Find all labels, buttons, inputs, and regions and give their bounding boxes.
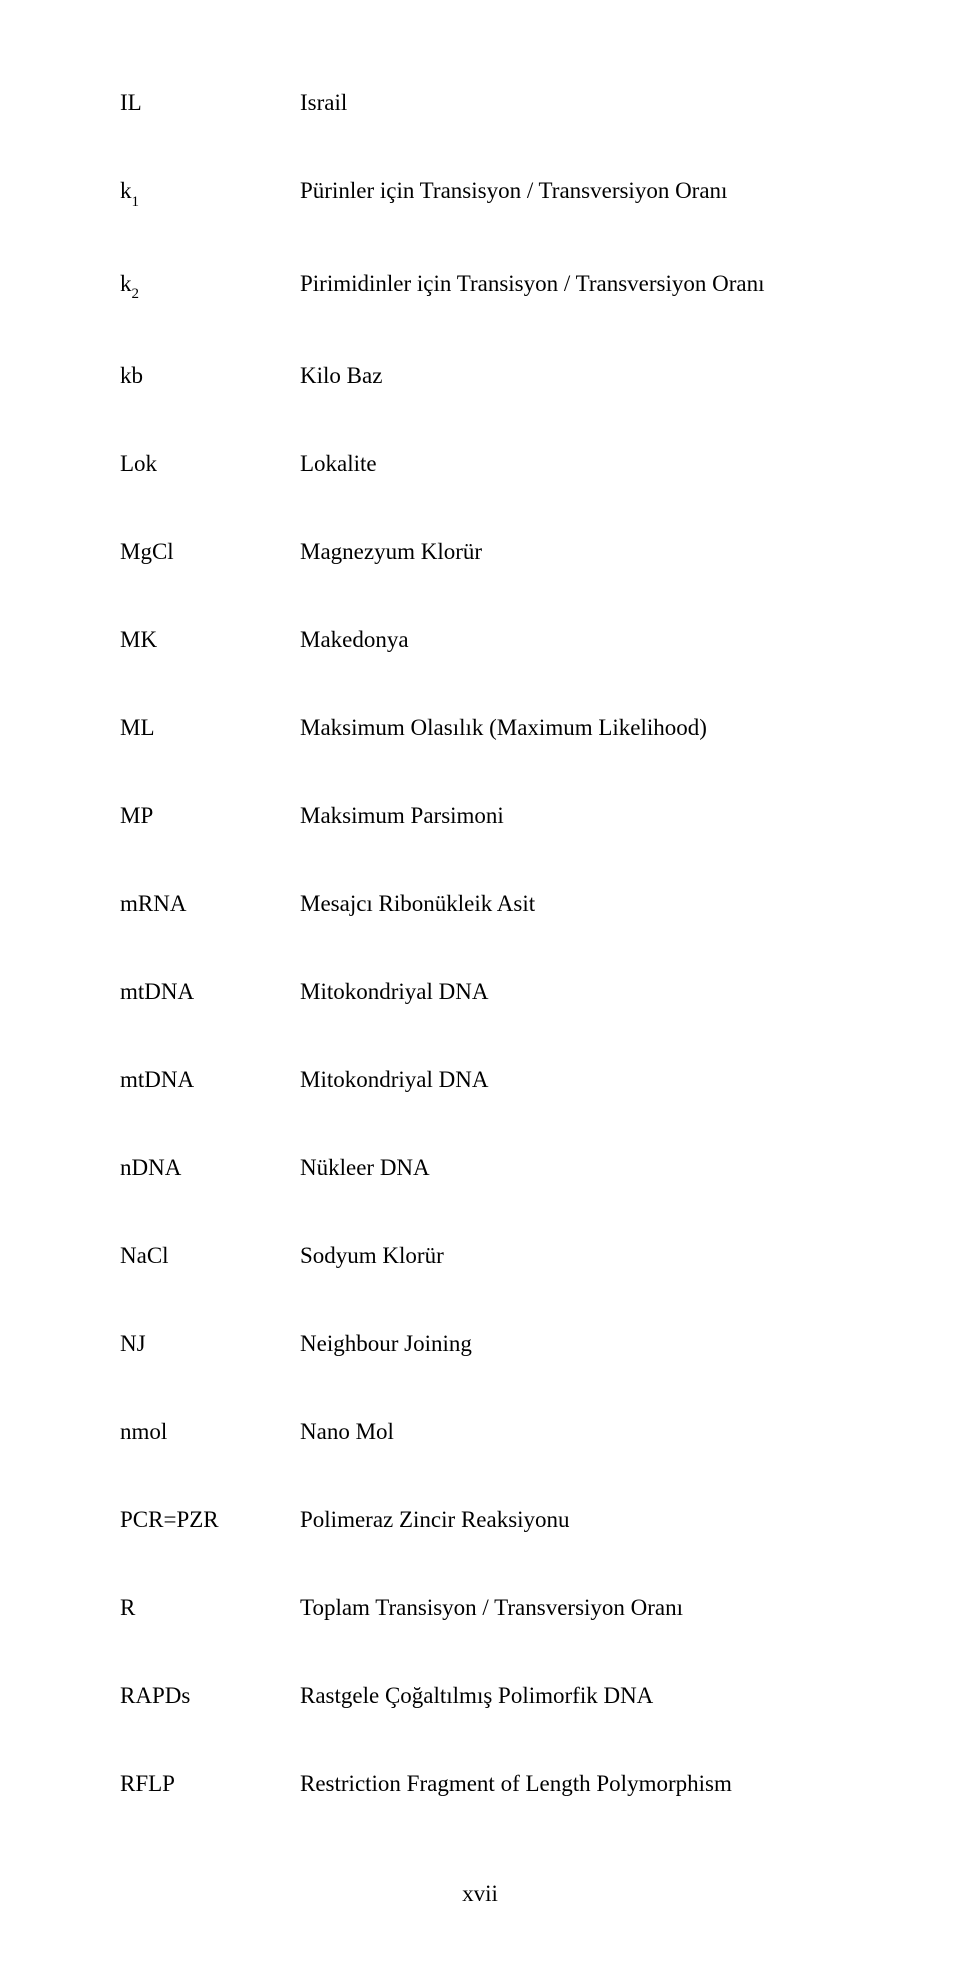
abbrev-term: MK bbox=[120, 627, 300, 653]
abbrev-term: mtDNA bbox=[120, 979, 300, 1005]
abbrev-row: RAPDsRastgele Çoğaltılmış Polimorfik DNA bbox=[120, 1683, 850, 1709]
abbrev-row: kbKilo Baz bbox=[120, 363, 850, 389]
abbrev-definition: Israil bbox=[300, 90, 850, 116]
abbrev-definition: Maksimum Parsimoni bbox=[300, 803, 850, 829]
page-number: xvii bbox=[0, 1881, 960, 1907]
abbrev-row: mtDNAMitokondriyal DNA bbox=[120, 1067, 850, 1093]
abbrev-term: MP bbox=[120, 803, 300, 829]
abbrev-term: PCR=PZR bbox=[120, 1507, 300, 1533]
abbrev-definition: Pirimidinler için Transisyon / Transvers… bbox=[300, 271, 850, 302]
abbrev-term: IL bbox=[120, 90, 300, 116]
abbrev-term: RAPDs bbox=[120, 1683, 300, 1709]
abbrev-row: mRNAMesajcı Ribonükleik Asit bbox=[120, 891, 850, 917]
abbreviation-list: ILIsrail k1Pürinler için Transisyon / Tra… bbox=[120, 90, 850, 1797]
abbrev-row: NaClSodyum Klorür bbox=[120, 1243, 850, 1269]
abbrev-row: nDNANükleer DNA bbox=[120, 1155, 850, 1181]
abbrev-row: RToplam Transisyon / Transversiyon Oranı bbox=[120, 1595, 850, 1621]
abbrev-row: PCR=PZRPolimeraz Zincir Reaksiyonu bbox=[120, 1507, 850, 1533]
abbrev-definition: Mitokondriyal DNA bbox=[300, 1067, 850, 1093]
abbrev-term: R bbox=[120, 1595, 300, 1621]
abbrev-definition: Nükleer DNA bbox=[300, 1155, 850, 1181]
abbrev-definition: Polimeraz Zincir Reaksiyonu bbox=[300, 1507, 850, 1533]
abbrev-definition: Rastgele Çoğaltılmış Polimorfik DNA bbox=[300, 1683, 850, 1709]
abbrev-row: nmolNano Mol bbox=[120, 1419, 850, 1445]
abbrev-term: RFLP bbox=[120, 1771, 300, 1797]
abbrev-term: nmol bbox=[120, 1419, 300, 1445]
abbrev-definition: Nano Mol bbox=[300, 1419, 850, 1445]
abbrev-definition: Neighbour Joining bbox=[300, 1331, 850, 1357]
abbrev-row: RFLPRestriction Fragment of Length Polym… bbox=[120, 1771, 850, 1797]
abbrev-definition: Maksimum Olasılık (Maximum Likelihood) bbox=[300, 715, 850, 741]
abbrev-definition: Magnezyum Klorür bbox=[300, 539, 850, 565]
abbrev-definition: Mesajcı Ribonükleik Asit bbox=[300, 891, 850, 917]
abbrev-definition: Restriction Fragment of Length Polymorph… bbox=[300, 1771, 850, 1797]
abbrev-row: MLMaksimum Olasılık (Maximum Likelihood) bbox=[120, 715, 850, 741]
abbrev-row: ILIsrail bbox=[120, 90, 850, 116]
abbrev-term: NaCl bbox=[120, 1243, 300, 1269]
abbrev-definition: Mitokondriyal DNA bbox=[300, 979, 850, 1005]
abbrev-row: k2Pirimidinler için Transisyon / Transve… bbox=[120, 271, 850, 302]
abbrev-row: MPMaksimum Parsimoni bbox=[120, 803, 850, 829]
abbrev-row: NJNeighbour Joining bbox=[120, 1331, 850, 1357]
abbrev-row: k1Pürinler için Transisyon / Transversiy… bbox=[120, 178, 850, 209]
abbrev-row: mtDNAMitokondriyal DNA bbox=[120, 979, 850, 1005]
abbrev-term: kb bbox=[120, 363, 300, 389]
abbrev-definition: Lokalite bbox=[300, 451, 850, 477]
abbrev-term: ML bbox=[120, 715, 300, 741]
page: ILIsrail k1Pürinler için Transisyon / Tra… bbox=[0, 0, 960, 1962]
abbrev-term: MgCl bbox=[120, 539, 300, 565]
abbrev-term: NJ bbox=[120, 1331, 300, 1357]
abbrev-term: k2 bbox=[120, 271, 300, 302]
abbrev-definition: Toplam Transisyon / Transversiyon Oranı bbox=[300, 1595, 850, 1621]
abbrev-term: Lok bbox=[120, 451, 300, 477]
abbrev-term: k1 bbox=[120, 178, 300, 209]
abbrev-row: MgClMagnezyum Klorür bbox=[120, 539, 850, 565]
abbrev-definition: Makedonya bbox=[300, 627, 850, 653]
abbrev-term: mRNA bbox=[120, 891, 300, 917]
abbrev-definition: Pürinler için Transisyon / Transversiyon… bbox=[300, 178, 850, 209]
abbrev-row: MKMakedonya bbox=[120, 627, 850, 653]
abbrev-term: mtDNA bbox=[120, 1067, 300, 1093]
abbrev-definition: Kilo Baz bbox=[300, 363, 850, 389]
abbrev-definition: Sodyum Klorür bbox=[300, 1243, 850, 1269]
abbrev-row: LokLokalite bbox=[120, 451, 850, 477]
abbrev-term: nDNA bbox=[120, 1155, 300, 1181]
